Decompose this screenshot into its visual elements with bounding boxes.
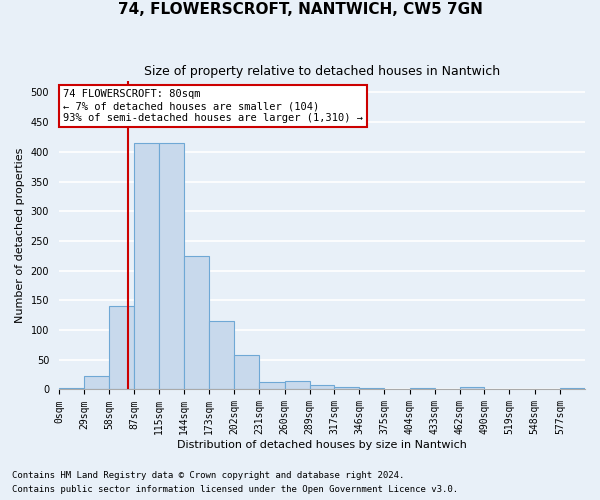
- Text: Contains public sector information licensed under the Open Government Licence v3: Contains public sector information licen…: [12, 486, 458, 494]
- Bar: [560, 388, 585, 390]
- Bar: [84, 376, 109, 390]
- Bar: [234, 355, 259, 390]
- Bar: [460, 387, 484, 390]
- Bar: [310, 386, 334, 390]
- Bar: [410, 388, 435, 390]
- Bar: [284, 380, 310, 390]
- Bar: [159, 143, 184, 390]
- Bar: [209, 321, 234, 390]
- X-axis label: Distribution of detached houses by size in Nantwich: Distribution of detached houses by size …: [177, 440, 467, 450]
- Bar: [59, 388, 84, 390]
- Title: Size of property relative to detached houses in Nantwich: Size of property relative to detached ho…: [144, 65, 500, 78]
- Text: Contains HM Land Registry data © Crown copyright and database right 2024.: Contains HM Land Registry data © Crown c…: [12, 470, 404, 480]
- Bar: [184, 256, 209, 390]
- Y-axis label: Number of detached properties: Number of detached properties: [15, 148, 25, 322]
- Bar: [259, 382, 284, 390]
- Bar: [109, 306, 134, 390]
- Bar: [134, 143, 159, 390]
- Text: 74, FLOWERSCROFT, NANTWICH, CW5 7GN: 74, FLOWERSCROFT, NANTWICH, CW5 7GN: [118, 2, 482, 18]
- Text: 74 FLOWERSCROFT: 80sqm
← 7% of detached houses are smaller (104)
93% of semi-det: 74 FLOWERSCROFT: 80sqm ← 7% of detached …: [63, 90, 363, 122]
- Bar: [334, 386, 359, 390]
- Bar: [359, 388, 385, 390]
